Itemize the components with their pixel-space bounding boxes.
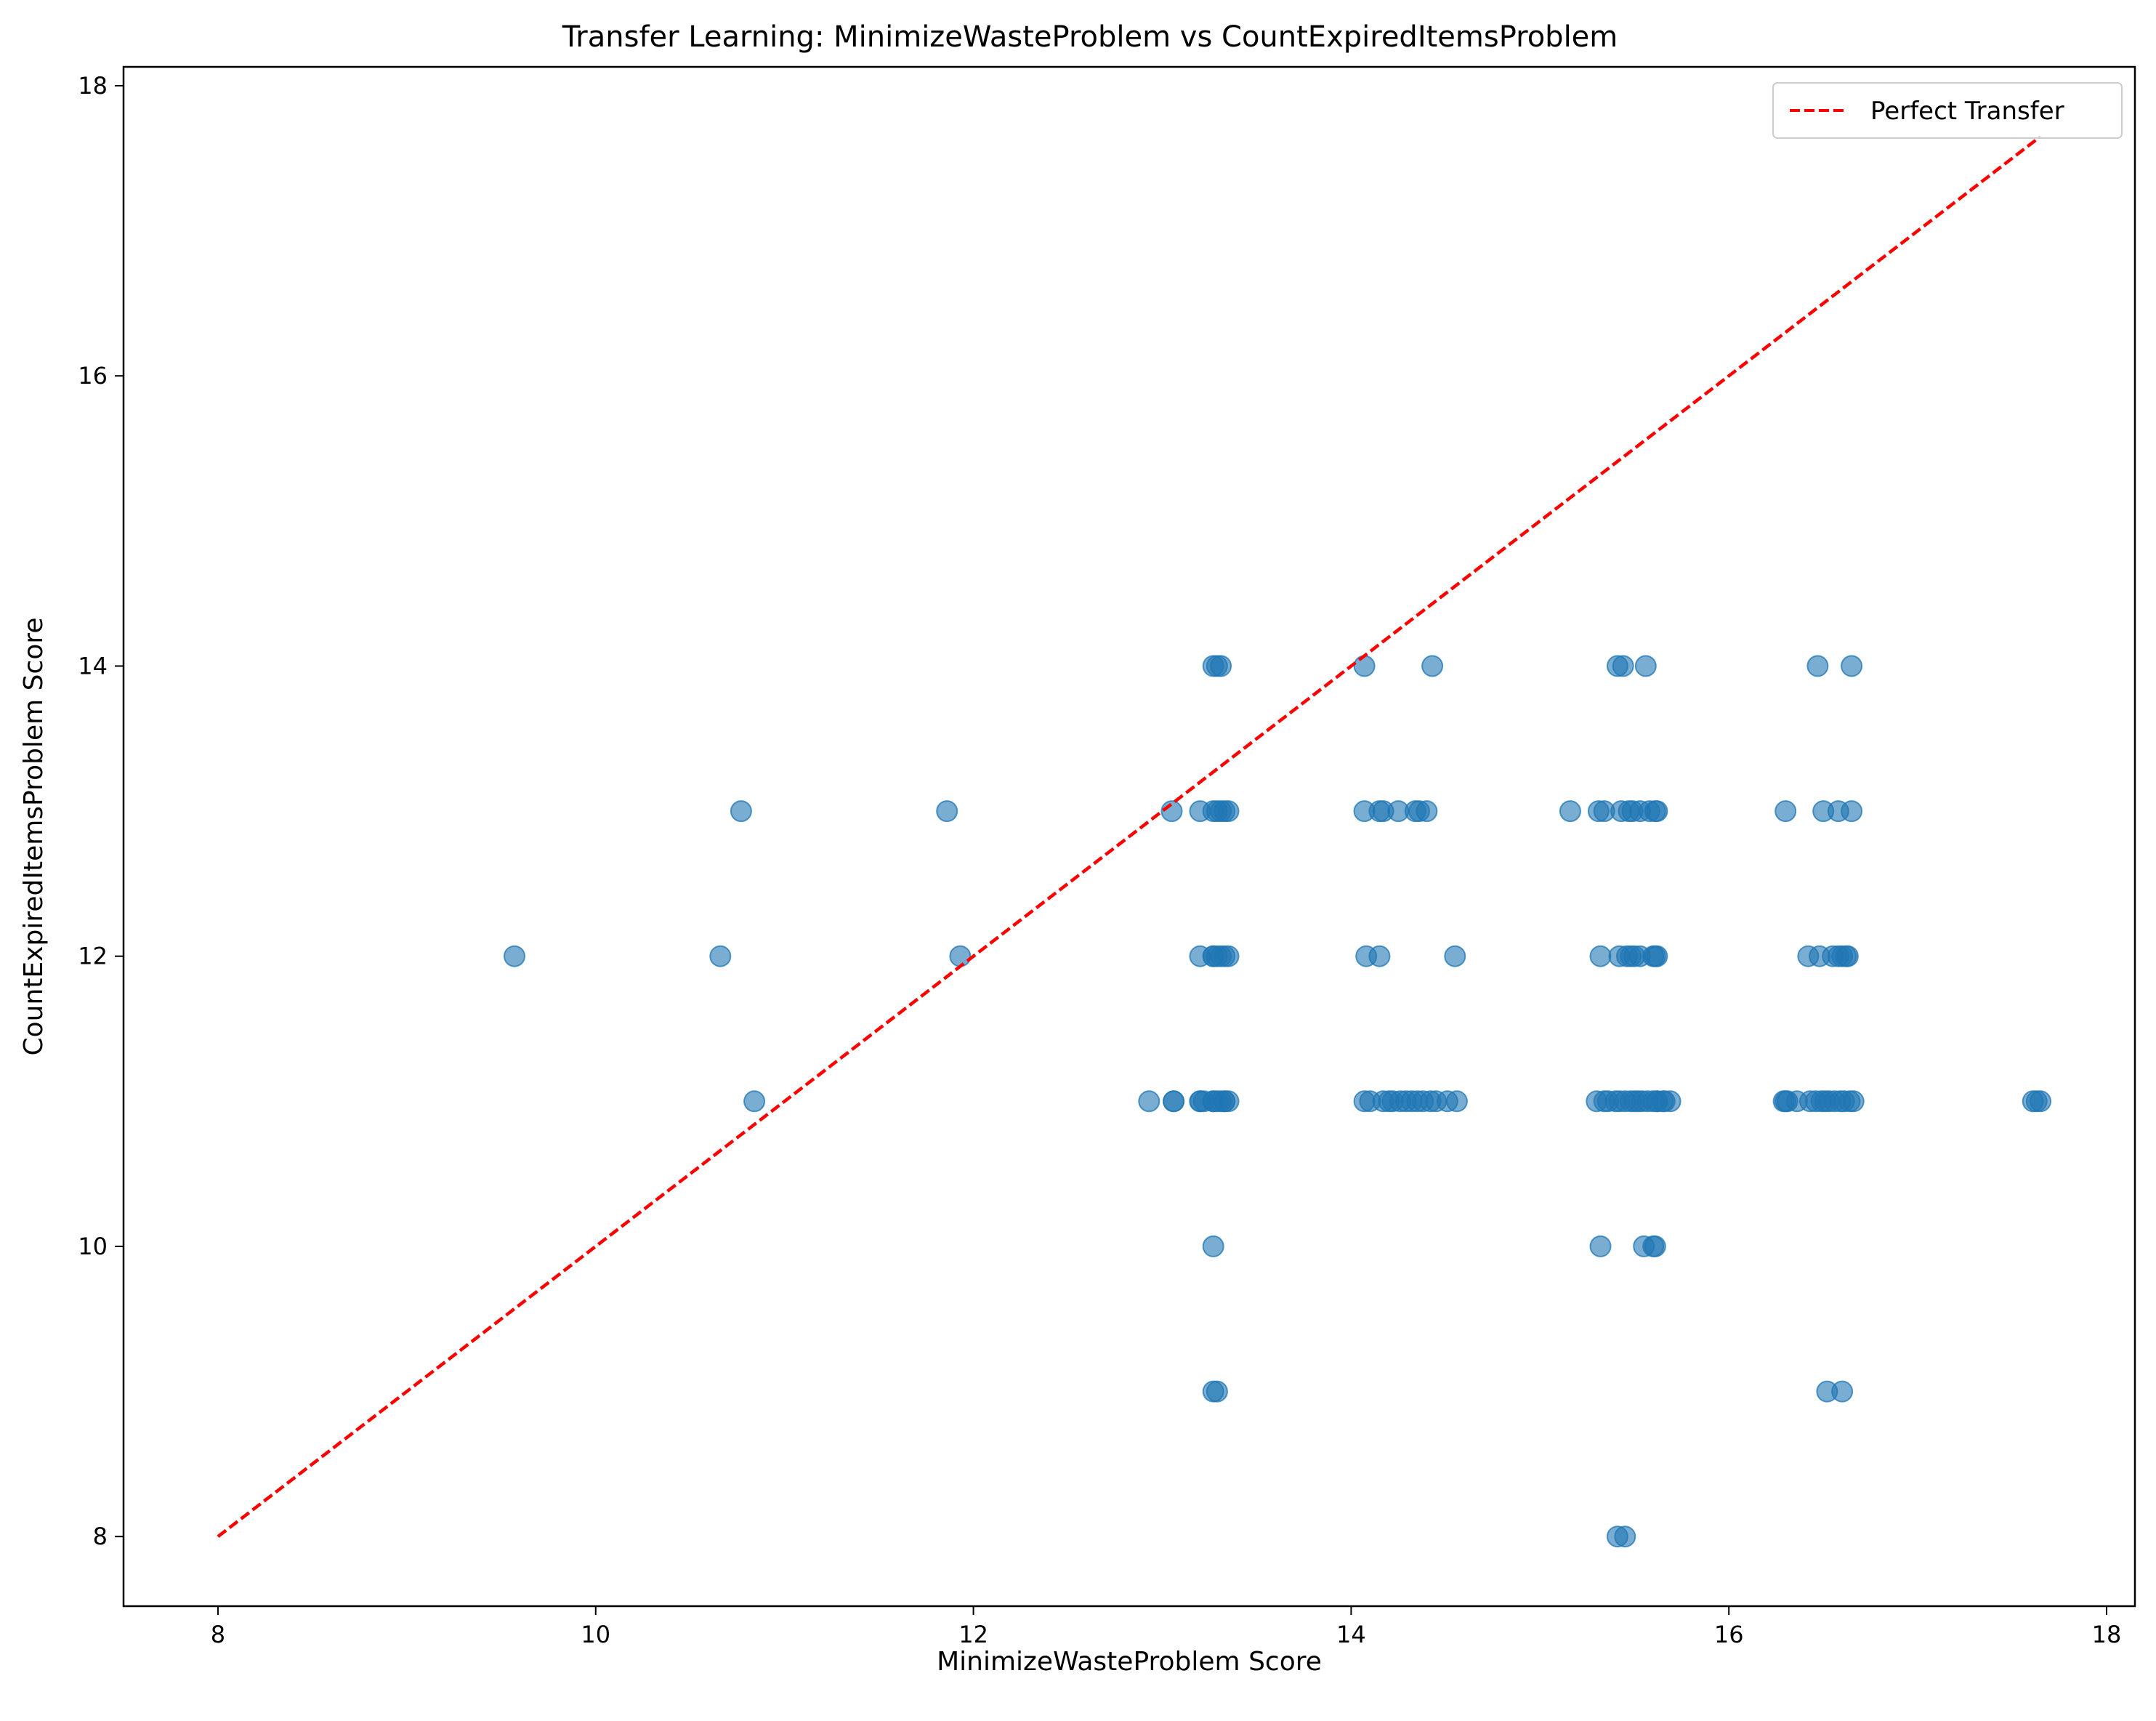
scatter-point bbox=[1217, 945, 1240, 967]
x-axis-ticks: 8 10 12 14 16 18 bbox=[211, 1606, 2122, 1648]
scatter-point bbox=[1559, 800, 1581, 823]
scatter-point bbox=[1206, 1380, 1228, 1403]
scatter-point bbox=[709, 945, 732, 967]
scatter-point bbox=[1589, 945, 1612, 967]
scatter-point bbox=[936, 800, 958, 823]
y-tick-label: 8 bbox=[93, 1523, 108, 1550]
scatter-point bbox=[1842, 1090, 1865, 1113]
scatter-point bbox=[1612, 655, 1634, 677]
plot-area-frame bbox=[122, 65, 2136, 1608]
legend-box bbox=[1772, 82, 2123, 139]
x-tick-label: 18 bbox=[2092, 1621, 2122, 1648]
y-tick-label: 12 bbox=[78, 943, 108, 970]
y-tick-label: 16 bbox=[78, 362, 108, 390]
reference-layer bbox=[217, 135, 2042, 1538]
scatter-point bbox=[2030, 1090, 2051, 1113]
scatter-point bbox=[1841, 800, 1863, 823]
scatter-point bbox=[1138, 1090, 1160, 1113]
scatter-point bbox=[1163, 1090, 1185, 1113]
perfect-transfer-line bbox=[217, 135, 2042, 1538]
scatter-point bbox=[1217, 800, 1240, 823]
scatter-point bbox=[730, 800, 752, 823]
scatter-point bbox=[1445, 1090, 1468, 1113]
scatter-point bbox=[1217, 1090, 1240, 1113]
y-tick-label: 18 bbox=[78, 72, 108, 100]
scatter-point bbox=[1202, 1235, 1224, 1257]
points-layer bbox=[504, 655, 2051, 1548]
scatter-point bbox=[1444, 945, 1466, 967]
scatter-point bbox=[1614, 1525, 1636, 1548]
chart-title: Transfer Learning: MinimizeWasteProblem … bbox=[562, 20, 1618, 54]
scatter-point bbox=[1775, 800, 1797, 823]
y-axis-label: CountExpiredItemsProblem Score bbox=[19, 618, 49, 1056]
y-tick-label: 10 bbox=[78, 1233, 108, 1260]
x-tick-label: 12 bbox=[958, 1621, 988, 1648]
scatter-point bbox=[1646, 800, 1668, 823]
legend: Perfect Transfer bbox=[1772, 82, 2123, 139]
scatter-point bbox=[1836, 945, 1859, 967]
x-tick-label: 14 bbox=[1336, 1621, 1366, 1648]
legend-label: Perfect Transfer bbox=[1870, 97, 2064, 126]
scatter-point bbox=[1353, 655, 1376, 677]
scatter-point bbox=[1644, 1235, 1666, 1257]
scatter-point bbox=[504, 945, 525, 967]
x-axis-label: MinimizeWasteProblem Score bbox=[937, 1647, 1322, 1677]
x-tick-label: 10 bbox=[581, 1621, 610, 1648]
scatter-point bbox=[1368, 945, 1391, 967]
scatter-point bbox=[949, 945, 972, 967]
scatter-point bbox=[1831, 1380, 1854, 1403]
x-tick-label: 16 bbox=[1714, 1621, 1744, 1648]
scatter-point bbox=[1646, 945, 1668, 967]
scatter-point bbox=[1841, 655, 1863, 677]
scatter-point bbox=[1416, 800, 1438, 823]
scatter-point bbox=[1634, 655, 1657, 677]
scatter-point bbox=[1210, 655, 1232, 677]
y-tick-label: 14 bbox=[78, 652, 108, 680]
scatter-point bbox=[1659, 1090, 1681, 1113]
scatter-point bbox=[1806, 655, 1829, 677]
y-axis-ticks: 8 10 12 14 16 18 bbox=[78, 72, 124, 1550]
scatter-point bbox=[1421, 655, 1444, 677]
scatter-point bbox=[743, 1090, 766, 1113]
x-tick-label: 8 bbox=[211, 1621, 225, 1648]
scatter-point bbox=[1589, 1235, 1612, 1257]
